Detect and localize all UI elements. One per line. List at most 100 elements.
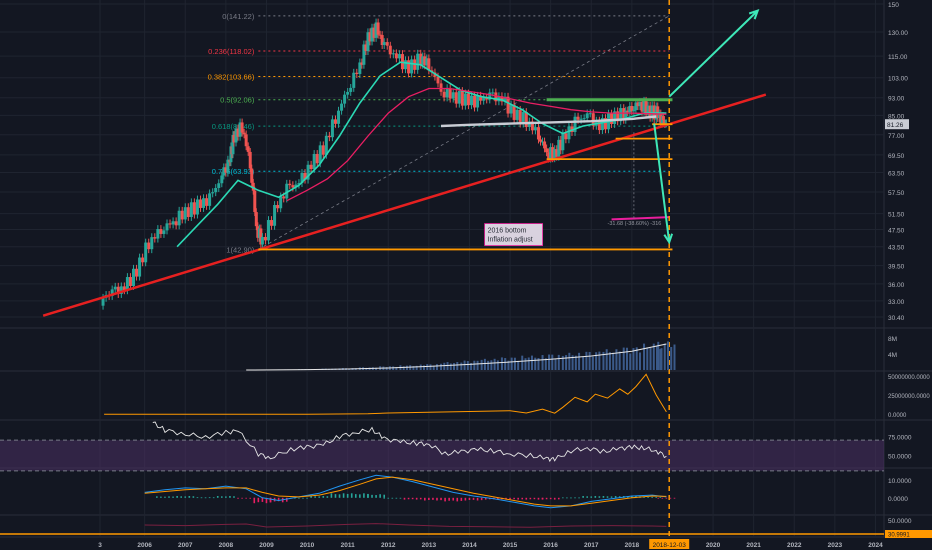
price-tick-label: 85.00 — [888, 113, 905, 120]
candle-body — [147, 242, 151, 250]
volume-bar — [402, 366, 405, 370]
candle-body — [543, 141, 547, 149]
candle-body — [273, 204, 277, 226]
volume-bar — [578, 352, 581, 370]
candle-body — [174, 221, 178, 226]
volume-bar — [429, 364, 432, 370]
candle-body — [337, 110, 341, 124]
macd-histogram-bar — [480, 497, 483, 501]
ema-fast-line — [176, 61, 667, 248]
candle-body — [315, 153, 319, 164]
candle-body — [576, 116, 580, 120]
candle-body — [448, 88, 452, 99]
price-tick-label: 39.50 — [888, 264, 905, 271]
candle-body — [306, 164, 310, 180]
volume-bar — [426, 364, 429, 370]
macd-histogram-bar — [208, 497, 211, 499]
fib-level-label: 1(42.90) — [226, 245, 254, 254]
bottom-current-badge — [885, 530, 932, 538]
volume-bar — [435, 364, 438, 370]
macd-histogram-bar — [553, 497, 556, 500]
candle-body — [624, 110, 628, 120]
volume-bar — [466, 361, 469, 370]
macd-histogram-bar — [330, 493, 333, 498]
time-axis-label: 2016 — [543, 542, 558, 549]
price-axis[interactable]: 150 130.00 115.00 103.00 93.00 85.00 77.00 69.5… — [885, 2, 909, 322]
macd-histogram-bar — [647, 497, 649, 498]
time-axis-label: 2018 — [625, 542, 640, 549]
volume-bar — [422, 365, 425, 370]
candle-body — [198, 199, 202, 208]
macd-histogram-bar — [237, 497, 239, 499]
macd-histogram-bar — [659, 497, 662, 498]
candle-body — [110, 289, 114, 296]
annotation-box — [484, 223, 544, 246]
volume-bar — [588, 351, 591, 370]
indicator-pane-2[interactable]: 50000000.0000 25000000.0000 0.0000 — [104, 373, 930, 419]
candle-body — [385, 42, 389, 46]
price-tick-label: 150 — [888, 2, 899, 9]
macd-histogram-bar — [367, 494, 369, 498]
macd-histogram-bar — [651, 497, 653, 498]
volume-bar — [395, 367, 398, 370]
candle-body — [646, 105, 650, 115]
candle-body — [630, 105, 634, 112]
volume-bar — [574, 355, 577, 370]
macd-histogram-bar — [643, 496, 645, 498]
bottom-pane[interactable]: 50.0000 30.9991 — [0, 518, 932, 539]
candle-body — [224, 167, 228, 173]
time-axis-label: 2012 — [381, 542, 396, 549]
macd-histogram-bar — [257, 497, 260, 503]
macd-histogram-bar — [411, 497, 414, 500]
macd-histogram-bar — [391, 497, 394, 499]
candle-body — [189, 202, 193, 217]
time-axis[interactable]: 3 2006 2007 2008 2009 2010 2011 2012 2013 2014 201… — [0, 538, 932, 550]
macd-histogram-bar — [314, 496, 316, 498]
macd-histogram-bar — [424, 497, 426, 501]
macd-histogram-bar — [521, 497, 524, 500]
macd-histogram-bar — [172, 496, 174, 498]
time-axis-label: 2009 — [259, 542, 274, 549]
candle-body — [597, 120, 601, 131]
grid — [0, 0, 932, 538]
candle-body — [303, 172, 307, 180]
candle-body — [600, 118, 604, 131]
macd-histogram-bar — [359, 494, 361, 498]
volume-bar — [660, 348, 663, 370]
candle-body — [171, 221, 175, 225]
macd-pane[interactable]: 10.0000 0.0000 — [144, 474, 912, 509]
macd-histogram-bar — [298, 497, 300, 499]
candle-body — [473, 95, 477, 108]
macd-histogram-bar — [338, 494, 341, 498]
volume-pane[interactable]: 8M 4M — [246, 336, 897, 371]
candle-body — [378, 34, 382, 36]
macd-histogram-bar — [428, 497, 430, 501]
candle-body — [135, 268, 139, 277]
volume-bar — [632, 348, 635, 370]
rsi-tick-label: 75.0000 — [888, 434, 912, 441]
candle-body — [644, 100, 648, 115]
volume-bar — [375, 367, 378, 370]
candle-body — [410, 59, 414, 74]
rsi-pane[interactable]: 75.0000 50.0000 — [152, 421, 912, 463]
volume-bar — [456, 362, 459, 370]
candle-body — [355, 72, 359, 74]
candle-body — [240, 122, 244, 133]
candle-body — [202, 198, 206, 208]
candle-body — [244, 134, 248, 147]
candle-body — [530, 121, 534, 131]
macd-histogram-bar — [253, 497, 256, 504]
time-axis-label: 2006 — [137, 542, 152, 549]
volume-bar — [449, 363, 452, 370]
candle-body — [585, 113, 589, 119]
macd-histogram-bar — [419, 497, 422, 500]
candle-body — [253, 190, 257, 213]
macd-histogram-bar — [673, 497, 676, 499]
price-tick-label: 115.00 — [888, 54, 908, 61]
candle-body — [400, 54, 404, 70]
candle-body — [427, 58, 431, 71]
price-pane[interactable]: 0(141.22) 0.236(118.02) 0.382(103.66) 0.5(9… — [42, 0, 767, 537]
candle-body — [226, 159, 230, 173]
candle-body — [491, 92, 495, 94]
